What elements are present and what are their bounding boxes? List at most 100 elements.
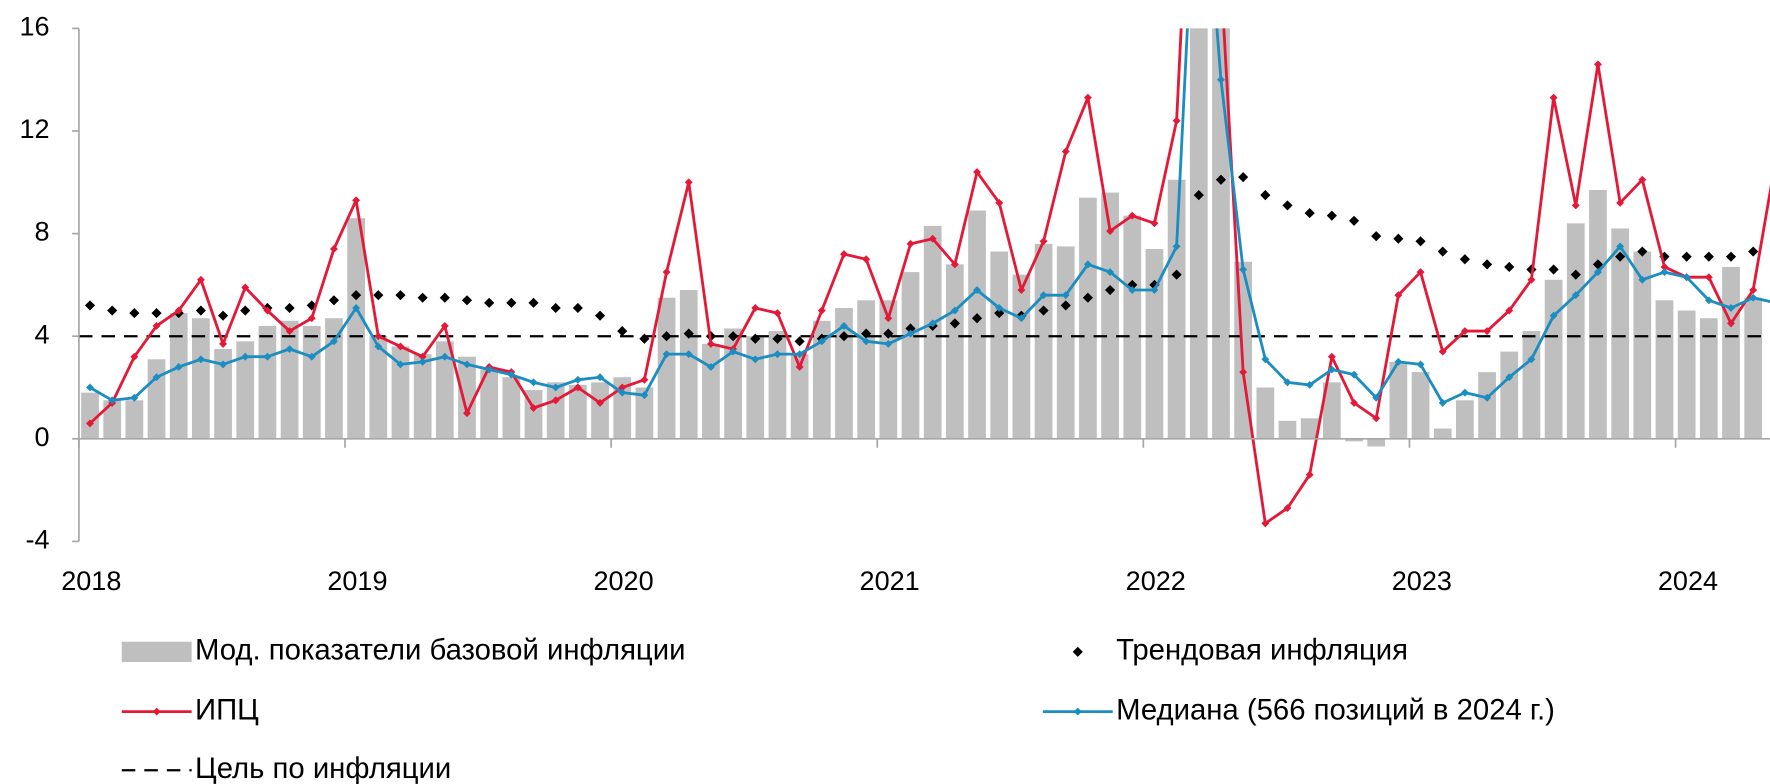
- bar: [192, 318, 210, 439]
- line-marker: [485, 365, 494, 374]
- bar: [1699, 318, 1718, 439]
- legend-swatch: [152, 707, 161, 716]
- line-marker: [1438, 398, 1447, 407]
- line-marker: [219, 360, 228, 369]
- trend-dot: [1171, 269, 1182, 280]
- line-marker: [1594, 60, 1602, 69]
- trend-dot: [84, 300, 96, 311]
- line-marker: [706, 339, 715, 348]
- line-marker: [1460, 327, 1469, 336]
- bar: [1478, 372, 1496, 439]
- trend-dot: [1260, 190, 1271, 201]
- line-marker: [884, 339, 893, 348]
- bar: [812, 320, 831, 439]
- bar: [768, 331, 787, 439]
- bar: [879, 300, 898, 439]
- trend-dot: [484, 297, 495, 308]
- bar: [901, 272, 920, 439]
- bar: [1322, 382, 1341, 439]
- line-marker: [196, 275, 205, 284]
- trend-dot: [772, 333, 783, 344]
- bar: [236, 341, 255, 439]
- line-marker: [285, 327, 294, 336]
- bar: [635, 387, 654, 439]
- x-tick-label: 2018: [61, 566, 121, 596]
- line-marker: [1549, 311, 1558, 320]
- bar: [1633, 251, 1652, 439]
- x-tick-label: 2019: [327, 566, 387, 596]
- bar: [591, 382, 609, 439]
- trend-dot: [417, 292, 428, 303]
- line-marker: [174, 363, 183, 371]
- trend-dot: [1348, 215, 1360, 226]
- bar: [945, 264, 964, 439]
- bar: [1500, 351, 1519, 439]
- line-marker: [840, 250, 848, 259]
- line-marker: [1727, 304, 1735, 312]
- line-marker: [241, 283, 250, 292]
- line-marker: [596, 373, 604, 382]
- line-marker: [773, 350, 782, 359]
- bar: [1389, 361, 1408, 439]
- bar: [835, 307, 853, 439]
- line-marker: [396, 342, 405, 351]
- line-marker: [263, 352, 272, 361]
- bar: [147, 359, 166, 439]
- line-marker: [1727, 319, 1735, 328]
- line-marker: [662, 350, 671, 359]
- trend-dot: [1304, 208, 1315, 219]
- x-tick-label: 2023: [1392, 566, 1452, 596]
- trend-dot: [838, 331, 850, 342]
- line-marker: [352, 304, 361, 312]
- line-marker: [1017, 286, 1026, 294]
- line-marker: [86, 383, 94, 392]
- line-marker: [1660, 268, 1669, 277]
- y-tick-label: 16: [20, 12, 50, 42]
- trend-dot: [728, 331, 739, 342]
- trend-dot: [661, 331, 672, 342]
- legend-label: Мод. показатели базовой инфляции: [195, 634, 685, 667]
- line-marker: [1638, 275, 1647, 284]
- x-tick-label: 2020: [593, 566, 653, 596]
- trend-dot: [1725, 251, 1737, 262]
- trend-dot: [439, 292, 450, 303]
- line-marker: [418, 352, 427, 361]
- line-marker: [551, 396, 560, 405]
- line-marker: [1505, 306, 1514, 315]
- bar: [1189, 28, 1208, 439]
- bar: [347, 218, 365, 439]
- legend-swatch: [1073, 707, 1082, 716]
- line-marker: [174, 306, 183, 315]
- line-marker: [463, 360, 471, 369]
- bar: [569, 384, 587, 439]
- bar: [103, 400, 122, 439]
- bar: [81, 392, 99, 439]
- line-marker: [86, 419, 94, 428]
- line-marker: [1017, 314, 1026, 323]
- bar: [125, 400, 144, 439]
- bar: [1167, 179, 1186, 439]
- line-marker: [374, 342, 383, 351]
- line-marker: [1616, 198, 1625, 207]
- bar: [1722, 266, 1740, 439]
- bar: [169, 313, 188, 439]
- line-marker: [1682, 273, 1691, 282]
- line-marker: [950, 306, 959, 315]
- trend-dot: [572, 302, 583, 314]
- bar: [1256, 387, 1275, 439]
- trend-dot: [240, 305, 251, 316]
- line-marker: [329, 337, 338, 346]
- bar: [1566, 223, 1585, 439]
- line-marker: [773, 309, 782, 318]
- line-marker: [307, 352, 316, 361]
- trend-dot: [971, 313, 983, 324]
- line-marker: [329, 245, 338, 253]
- bar: [790, 354, 809, 439]
- line-marker: [1704, 296, 1713, 305]
- trend-dot: [550, 302, 561, 314]
- line-marker: [928, 319, 937, 328]
- y-tick-label: -4: [26, 525, 50, 555]
- line-marker: [706, 363, 715, 371]
- line-marker: [662, 268, 671, 277]
- line-marker: [1638, 175, 1647, 184]
